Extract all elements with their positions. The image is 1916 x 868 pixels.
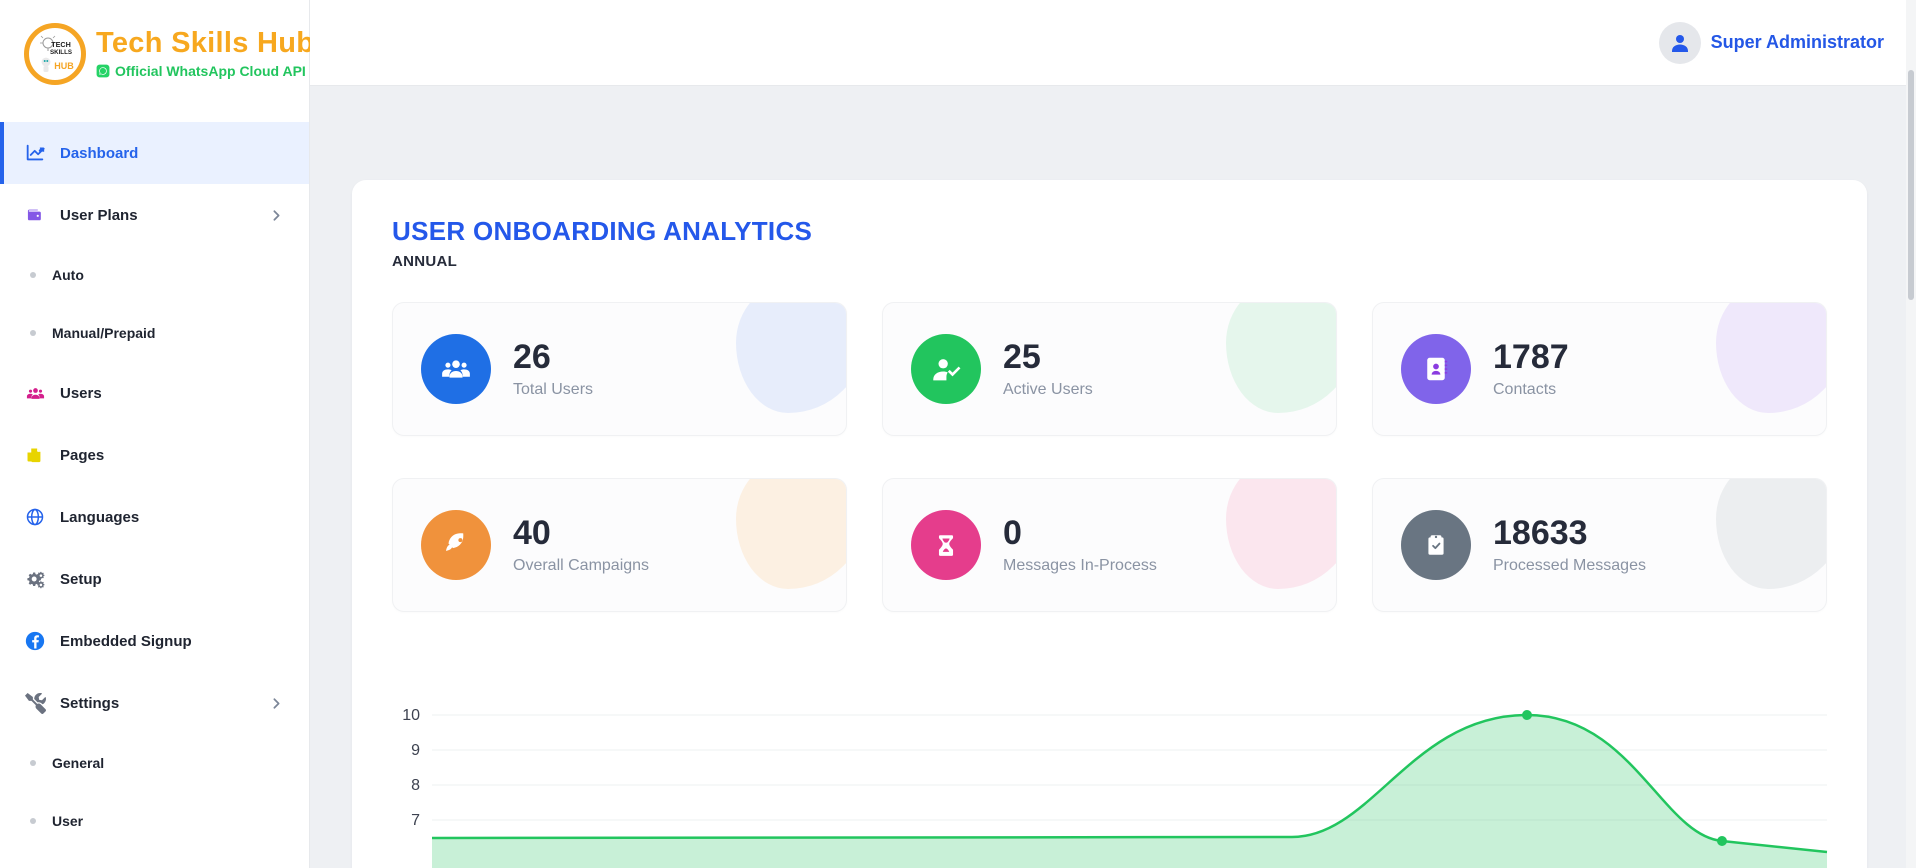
svg-text:HUB: HUB (54, 61, 74, 71)
svg-text:9: 9 (411, 742, 420, 759)
svg-text:SKILLS: SKILLS (50, 49, 72, 56)
svg-text:TECH: TECH (51, 40, 71, 49)
svg-text:8: 8 (411, 777, 420, 794)
svg-text:7: 7 (411, 812, 420, 829)
svg-text:10: 10 (402, 707, 420, 724)
